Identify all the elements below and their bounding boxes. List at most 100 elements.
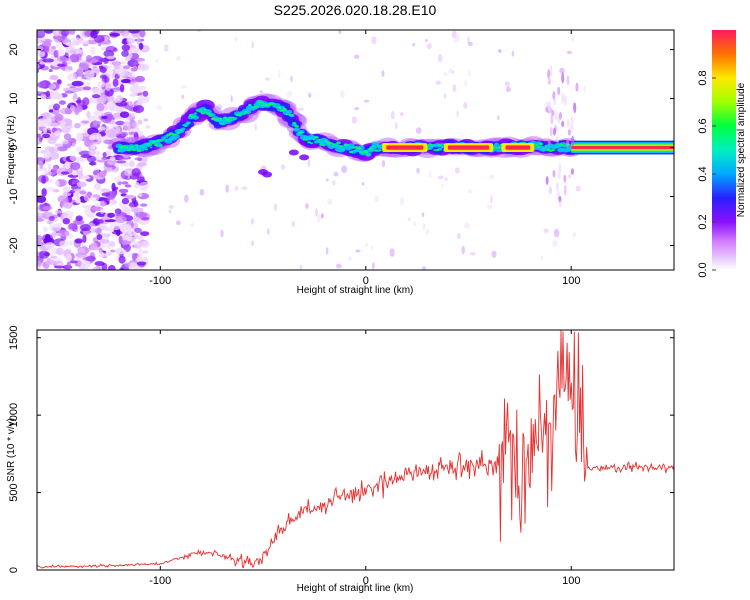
noise-blob — [138, 42, 144, 50]
noise-speck — [291, 221, 296, 227]
noise-blob — [39, 250, 50, 259]
noise-blob — [121, 197, 130, 205]
noise-speck — [452, 84, 457, 93]
ridge-blob — [241, 112, 244, 114]
noise-speck — [333, 171, 339, 177]
noise-speck — [199, 188, 205, 196]
noise-blob — [55, 41, 61, 49]
noise-blob — [133, 82, 139, 89]
noise-blob — [115, 160, 127, 164]
noise-speck — [464, 79, 467, 88]
noise-blob — [129, 93, 138, 97]
ridge-blob — [348, 150, 354, 154]
noise-blob — [37, 156, 45, 163]
noise-blob — [139, 30, 146, 38]
noise-blob — [137, 95, 150, 104]
outlier-blob — [262, 171, 273, 178]
noise-speck — [335, 263, 342, 269]
ridge-blob — [248, 103, 252, 107]
noise-speck — [464, 222, 470, 229]
noise-blob — [94, 267, 100, 270]
outlier-blob — [563, 184, 567, 196]
ridge-blob — [186, 122, 190, 125]
noise-speck — [267, 228, 270, 235]
noise-blob — [90, 30, 98, 39]
ridge-blob — [243, 112, 247, 115]
noise-speck — [286, 90, 293, 98]
outlier-blob — [547, 100, 551, 112]
noise-blob — [66, 123, 73, 130]
noise-blob — [57, 48, 64, 58]
outlier-blob — [556, 135, 560, 143]
ridge-core-red — [505, 145, 531, 150]
ridge-blob — [146, 142, 152, 146]
noise-blob — [103, 227, 114, 232]
noise-blob — [59, 107, 72, 115]
noise-blob — [83, 69, 95, 79]
noise-blob — [128, 262, 139, 270]
noise-blob — [122, 121, 132, 130]
noise-speck — [425, 38, 428, 43]
noise-blob — [74, 238, 83, 244]
noise-blob — [100, 188, 111, 193]
noise-blob — [114, 117, 125, 121]
noise-blob — [42, 133, 51, 139]
noise-blob — [42, 41, 52, 48]
ridge-blob — [441, 146, 444, 149]
noise-blob — [111, 182, 116, 192]
noise-blob — [110, 249, 116, 253]
ridge-blob — [216, 118, 220, 121]
noise-speck — [461, 245, 465, 255]
noise-speck — [290, 75, 293, 83]
noise-speck — [575, 185, 581, 192]
noise-speck — [467, 36, 470, 43]
noise-blob — [37, 195, 47, 203]
snr-y-label: SNR (10 * v/v) — [6, 418, 17, 482]
noise-blob — [75, 99, 82, 104]
noise-blob — [118, 156, 127, 160]
noise-blob — [60, 139, 69, 145]
ridge-blob — [544, 145, 548, 147]
noise-blob — [121, 206, 131, 214]
colorbar-tick-label: 0.2 — [697, 214, 709, 229]
noise-speck — [308, 93, 312, 98]
ridge-core-red — [386, 145, 424, 150]
noise-speck — [181, 84, 187, 89]
noise-speck — [467, 189, 473, 194]
noise-blob — [48, 146, 60, 153]
noise-blob — [96, 159, 106, 163]
outlier-blob — [545, 176, 549, 185]
noise-blob — [53, 34, 63, 43]
ridge-blob — [277, 106, 282, 109]
noise-blob — [45, 259, 57, 266]
noise-speck — [540, 255, 544, 261]
noise-blob — [115, 120, 125, 126]
ridge-blob — [218, 117, 223, 120]
noise-blob — [59, 240, 69, 247]
ridge-blob — [297, 131, 301, 134]
snr-y-ticks: 0 500 1000 1500 — [8, 325, 674, 573]
snr-panel: -100 0 100 0 500 1000 1500 Height of straight… — [6, 325, 675, 594]
noise-speck — [422, 222, 426, 231]
noise-blob — [52, 103, 61, 111]
ridge-blob — [151, 140, 156, 144]
noise-speck — [371, 36, 377, 45]
noise-blob — [37, 234, 43, 244]
noise-blob — [37, 91, 44, 95]
noise-blob — [98, 57, 109, 63]
noise-blob — [76, 181, 87, 188]
noise-blob — [95, 155, 101, 160]
ridge-blob — [257, 100, 262, 104]
noise-blob — [119, 131, 129, 137]
noise-speck — [156, 105, 163, 110]
noise-blob — [121, 50, 129, 57]
noise-speck — [408, 217, 411, 222]
noise-blob — [70, 162, 81, 170]
noise-blob — [86, 110, 91, 119]
noise-speck — [265, 77, 270, 81]
ridge-blob — [134, 144, 139, 147]
noise-blob — [130, 67, 138, 72]
noise-speck — [361, 181, 365, 186]
noise-speck — [422, 265, 426, 270]
x-tick-label: 100 — [562, 575, 580, 587]
